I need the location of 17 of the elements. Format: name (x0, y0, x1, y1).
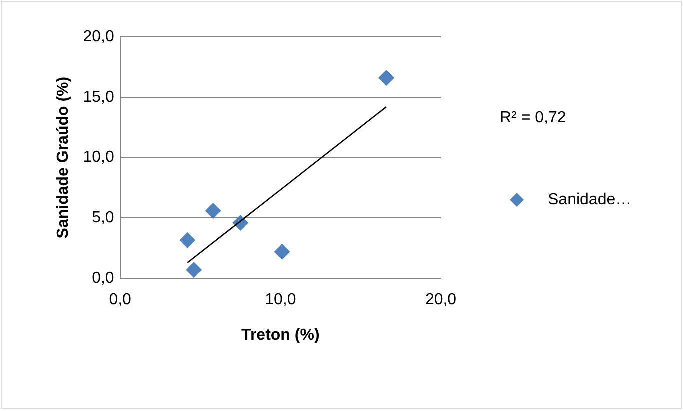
legend-label: Sanidade… (548, 191, 632, 208)
point (186, 262, 202, 278)
y-tick-label: 20,0 (83, 28, 114, 46)
text: R² = 0,72 (500, 109, 566, 126)
y-axis-title: Sanidade Graúdo (%) (55, 76, 72, 239)
point (378, 70, 394, 86)
y-tick-label: 10,0 (83, 149, 114, 166)
point (205, 202, 222, 219)
y-tick-label: 0,0 (92, 270, 114, 288)
point (180, 232, 196, 249)
point (274, 244, 290, 260)
x-axis-title: Treton (%) (242, 326, 320, 344)
y-tick-label: 15,0 (83, 88, 114, 106)
x-tick-label: 0,0 (109, 292, 132, 309)
y-tick-label: 5,0 (92, 210, 114, 227)
x-tick-label: 10,0 (265, 292, 296, 309)
x-tick-label: 20,0 (425, 292, 457, 309)
